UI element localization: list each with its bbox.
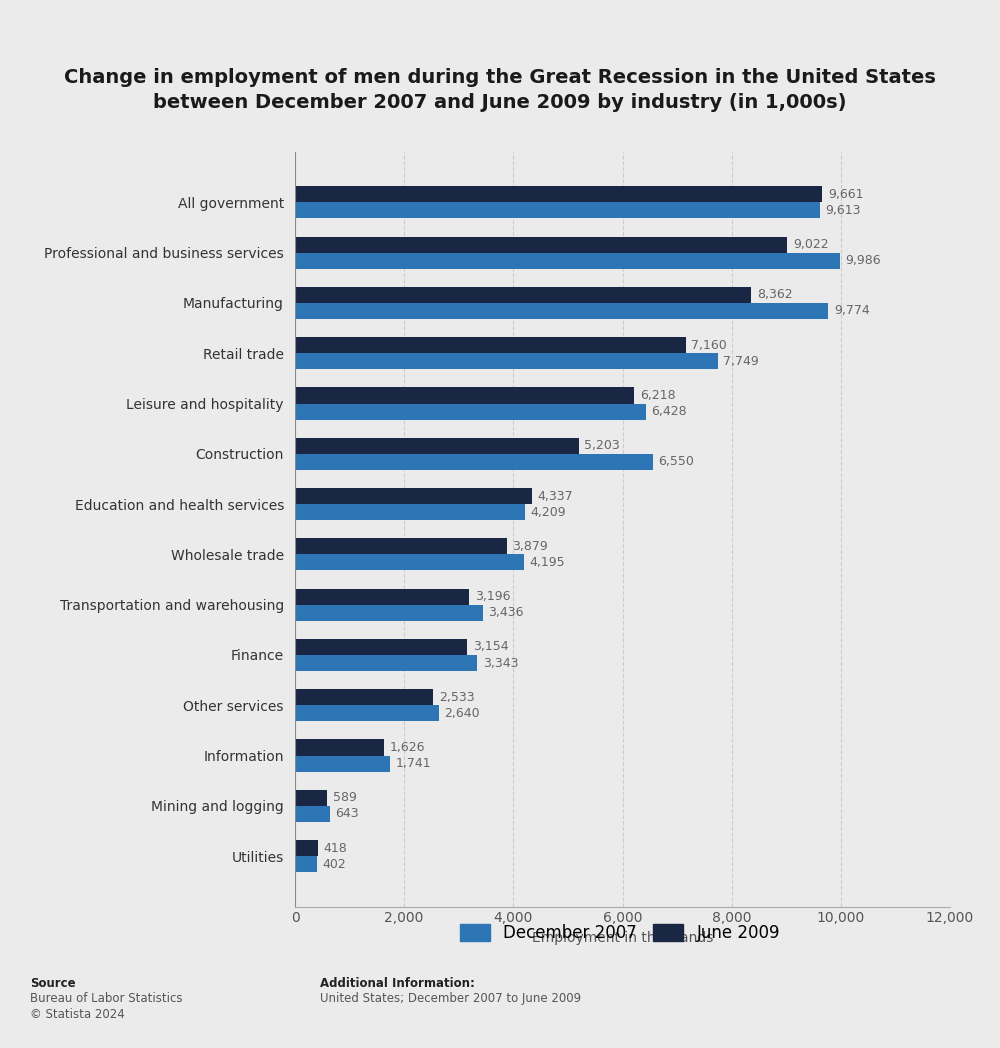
Bar — [295, 388, 634, 403]
Bar — [295, 840, 318, 856]
Text: 6,550: 6,550 — [658, 455, 694, 468]
Text: United States; December 2007 to June 2009: United States; December 2007 to June 200… — [320, 992, 581, 1005]
Text: © Statista 2024: © Statista 2024 — [30, 1008, 125, 1021]
Bar — [295, 403, 646, 419]
Text: 8,362: 8,362 — [757, 288, 793, 302]
Text: 9,661: 9,661 — [828, 188, 863, 201]
Text: 4,209: 4,209 — [530, 505, 566, 519]
Bar — [295, 740, 384, 756]
Bar — [295, 790, 327, 806]
Text: 402: 402 — [322, 857, 346, 871]
Bar — [295, 353, 718, 369]
Text: 9,613: 9,613 — [825, 204, 861, 217]
Text: 7,160: 7,160 — [691, 339, 727, 352]
Bar — [295, 756, 390, 771]
Bar — [295, 303, 828, 319]
Text: Additional Information:: Additional Information: — [320, 977, 475, 989]
Text: 5,203: 5,203 — [584, 439, 620, 453]
Text: 9,022: 9,022 — [793, 238, 829, 252]
Text: 4,337: 4,337 — [537, 489, 573, 503]
Text: 3,196: 3,196 — [475, 590, 510, 604]
Text: Change in employment of men during the Great Recession in the United States
betw: Change in employment of men during the G… — [64, 68, 936, 112]
Bar — [295, 655, 477, 671]
Text: 1,626: 1,626 — [389, 741, 425, 754]
Text: 589: 589 — [333, 791, 356, 804]
Bar — [295, 287, 751, 303]
Bar — [295, 454, 653, 470]
Text: 7,749: 7,749 — [723, 355, 759, 368]
Text: Bureau of Labor Statistics: Bureau of Labor Statistics — [30, 992, 182, 1005]
Text: 3,154: 3,154 — [473, 640, 508, 653]
Bar — [295, 337, 686, 353]
Bar — [295, 856, 317, 872]
Bar — [295, 202, 820, 218]
Bar — [295, 253, 840, 268]
Text: 4,195: 4,195 — [529, 555, 565, 569]
Bar — [295, 554, 524, 570]
Text: 6,428: 6,428 — [651, 406, 687, 418]
Text: 9,986: 9,986 — [846, 255, 881, 267]
Bar — [295, 488, 532, 504]
Text: 643: 643 — [336, 807, 359, 821]
Bar — [295, 504, 525, 520]
Bar — [295, 539, 507, 554]
Text: 9,774: 9,774 — [834, 305, 870, 318]
Text: 2,533: 2,533 — [439, 691, 474, 703]
Bar — [295, 705, 439, 721]
Text: Source: Source — [30, 977, 76, 989]
Bar — [295, 605, 483, 620]
Legend: December 2007, June 2009: December 2007, June 2009 — [451, 916, 789, 951]
Bar — [295, 237, 787, 253]
Text: 1,741: 1,741 — [395, 757, 431, 770]
Text: 418: 418 — [323, 842, 347, 854]
Text: 2,640: 2,640 — [445, 706, 480, 720]
Text: 3,879: 3,879 — [512, 540, 548, 553]
Bar — [295, 438, 579, 454]
Text: 3,436: 3,436 — [488, 606, 524, 619]
Bar — [295, 589, 469, 605]
Bar — [295, 690, 433, 705]
Text: 6,218: 6,218 — [640, 389, 675, 402]
X-axis label: Employment in thousands: Employment in thousands — [532, 931, 713, 945]
Bar — [295, 806, 330, 822]
Bar — [295, 639, 467, 655]
Bar — [295, 187, 822, 202]
Text: 3,343: 3,343 — [483, 656, 518, 670]
